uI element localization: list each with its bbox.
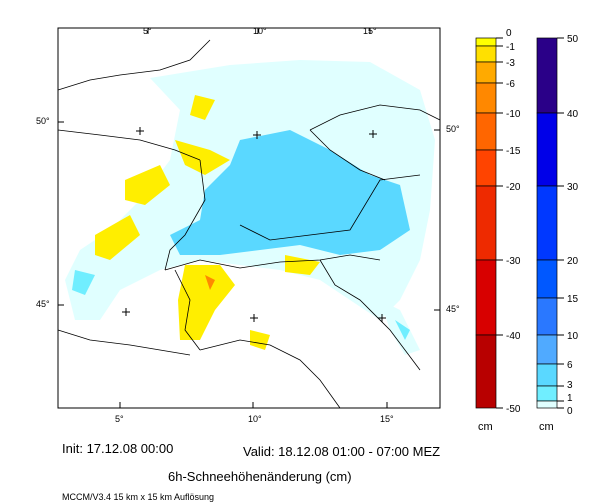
snow-loss-areas [95,95,320,350]
legend-positive-swatch [536,334,558,365]
legend-negative-swatch [475,61,497,84]
legend-positive-swatch [536,297,558,336]
model-info: MCCM/V3.4 15 km x 15 km Auflösung [62,492,215,502]
legend-positive-label: 50 [567,34,579,45]
legend-positive-label: 1 [567,393,573,404]
legend-positive-label: 15 [567,294,579,305]
legend-positive-swatch [536,37,558,114]
lat-tick-right: 45° [446,304,460,314]
legend-negative-label: -20 [506,182,521,193]
frame-ticks [58,28,440,408]
valid-time: Valid: 18.12.08 01:00 - 07:00 MEZ [243,444,441,459]
legend-positive-label: 40 [567,109,579,120]
legend-positive-swatch [536,363,558,387]
legend-positive-swatch [536,259,558,299]
legend-negative-label: -6 [506,79,515,90]
legend-negative-label: -1 [506,42,515,53]
legend-negative-swatch [475,334,497,409]
legend-negative-swatch [475,112,497,151]
legend-positive-label: 10 [567,331,579,342]
grid-crosses [122,127,386,322]
legend-positive-label: 20 [567,256,579,267]
legend-negative-unit: cm [478,421,493,433]
snow-gain-medium-areas [72,130,410,340]
legend-positive-swatch [536,112,558,187]
lon-tick-top: 15° [363,26,377,36]
legend-negative-swatch [475,149,497,187]
legend-negative-swatch [475,37,497,47]
legend-positive-label: 6 [567,360,573,371]
legend-positive-swatch [536,400,558,409]
legend-positive-label: 0 [567,406,573,417]
country-borders [57,39,441,409]
legend-negative-label: 0 [506,28,512,39]
legend-negative-label: -50 [506,404,521,415]
legend-negative-swatch [475,45,497,63]
legend-positive-label: 3 [567,380,573,391]
lon-tick-bottom: 10° [248,414,262,424]
lon-tick-bottom: 5° [115,414,124,424]
legend-negative-label: -10 [506,109,521,120]
legend-negative-label: -15 [506,146,521,157]
legend-positive-swatch [536,185,558,261]
legend-negative-label: -3 [506,58,515,69]
init-time: Init: 17.12.08 00:00 [62,441,174,456]
legend-negative-swatch [475,82,497,114]
lon-tick-bottom: 15° [380,414,394,424]
legend-negative-label: -30 [506,256,521,267]
legend-positive-unit: cm [539,421,554,433]
lon-tick-top: 5° [143,26,152,36]
legend-negative-label: -40 [506,331,521,342]
lat-tick-right: 50° [446,124,460,134]
legend-negative-swatch [475,259,497,336]
lat-tick-left: 50° [36,116,50,126]
legend-positive-label: 30 [567,182,579,193]
legend-positive-swatch [536,385,558,402]
chart-title: 6h-Schneehöhenänderung (cm) [168,469,352,484]
lat-tick-left: 45° [36,299,50,309]
lon-tick-top: 10° [253,26,267,36]
legend-negative-swatch [475,185,497,261]
